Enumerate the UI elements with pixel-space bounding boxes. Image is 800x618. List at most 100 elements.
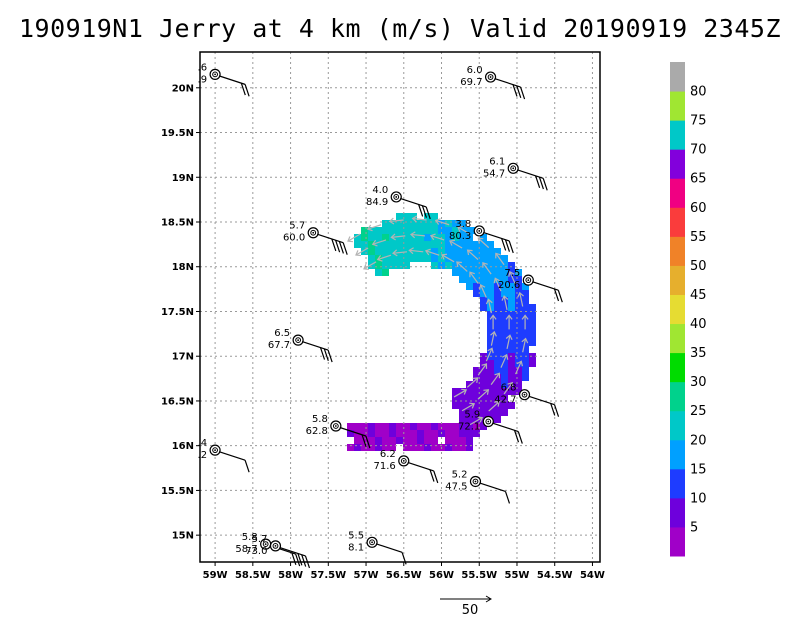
swath-cell [403, 262, 410, 269]
station: 6.567.7 [268, 328, 333, 363]
swath-cell [459, 269, 466, 276]
station-value-top: 6.2 [380, 449, 396, 460]
swath-cell [480, 262, 487, 269]
station: 3.880.3 [449, 219, 514, 254]
flow-arrow-head [366, 224, 373, 232]
swath-cell [494, 297, 501, 304]
swath-cell [375, 234, 382, 241]
station: 6.154.7 [483, 156, 548, 191]
station-value-bottom: 54.7 [483, 168, 505, 179]
colorbar-segment [670, 265, 685, 295]
swath-cell [494, 339, 501, 346]
swath-cell [473, 241, 480, 248]
flow-arrow-head [424, 248, 431, 256]
swath-cell [424, 220, 431, 227]
swath-cell [445, 262, 452, 269]
flow-arrow [503, 382, 513, 395]
swath-cell [459, 423, 466, 430]
swath-cell [466, 241, 473, 248]
wind-barb-staff [528, 395, 555, 406]
swath-cell [487, 325, 494, 332]
swath-cell [529, 332, 536, 339]
swath-cell [480, 374, 487, 381]
colorbar: 5 10 15 20 25 30 35 40 45 50 55 60 65 70 75 80 [670, 62, 707, 557]
swath-cell [508, 297, 515, 304]
station: 5.972.1 [458, 410, 523, 444]
swath-cell [375, 241, 382, 248]
wind-barb [365, 435, 371, 449]
swath-cell [529, 360, 536, 367]
flow-arrow [519, 292, 524, 307]
swath-cell [487, 318, 494, 325]
flow-arrow-head [517, 291, 524, 298]
swath-cell [354, 423, 361, 430]
x-tick-label: 58W [278, 570, 303, 581]
wind-barb-staff [339, 426, 367, 437]
station-value-top: 5.5 [348, 530, 364, 541]
swath-cell [508, 318, 515, 325]
flow-arrow-head [521, 314, 529, 320]
station-value-bottom: 71.6 [374, 461, 396, 472]
wind-barb [553, 404, 560, 417]
swath-cell [354, 444, 361, 451]
swath-cell [389, 227, 396, 234]
swath-cell [480, 241, 487, 248]
swath-cell [375, 227, 382, 234]
swath-cell [487, 360, 494, 367]
station-dot [527, 279, 530, 282]
swath-cell [522, 304, 529, 311]
wind-barb-staff [400, 197, 427, 208]
y-tick-label: 18N [172, 262, 194, 273]
y-tick-label: 20N [172, 83, 194, 94]
swath-cell [459, 276, 466, 283]
flow-arrow-head [478, 283, 486, 290]
flow-arrow [482, 262, 492, 275]
swath-cell [361, 241, 368, 248]
swath-cell [382, 262, 389, 269]
swath-cell [382, 220, 389, 227]
swath-cell [473, 367, 480, 374]
swath-cell [431, 262, 438, 269]
swath-cell [361, 248, 368, 255]
flow-arrow [466, 377, 479, 388]
station-value-bottom: 62.8 [306, 426, 328, 437]
wind-barb [244, 84, 250, 97]
swath-cell [487, 241, 494, 248]
swath-cell [494, 395, 501, 402]
swath-cell [480, 402, 487, 409]
station-ring-inner [212, 447, 218, 454]
swath-cell [508, 304, 515, 311]
wind-barb [508, 240, 514, 254]
swath-cell [501, 388, 508, 395]
station-value-top: 5.9 [464, 410, 480, 421]
swath-cell [403, 234, 410, 241]
swath-cell [466, 227, 473, 234]
swath-cell [403, 437, 410, 444]
station: .4.2 [198, 438, 250, 473]
wind-barb [512, 84, 518, 97]
swath-cell [487, 395, 494, 402]
station-value-bottom: 42.7 [494, 395, 516, 406]
swath-cell [410, 227, 417, 234]
station-ring-inner [393, 194, 400, 200]
wind-barb [240, 82, 246, 96]
flow-arrow-head [502, 353, 509, 360]
wind-barb [338, 241, 344, 254]
station-value-bottom: 47.5 [445, 481, 467, 492]
station-value-bottom: .2 [198, 450, 208, 461]
flow-arrow [515, 361, 522, 375]
swath-cell [480, 304, 487, 311]
wind-barb [319, 347, 326, 360]
station: 5.760.0 [283, 221, 348, 255]
swath-cell [375, 444, 382, 451]
flow-arrow [392, 251, 408, 254]
station-dot [487, 420, 490, 423]
swath-cell [445, 437, 452, 444]
flow-arrow [425, 250, 440, 256]
swath-cell [452, 269, 459, 276]
station-dot [478, 230, 481, 232]
wind-barb [519, 86, 526, 100]
swath-cell [459, 416, 466, 423]
swath-cell [473, 290, 480, 297]
flow-arrow-head [456, 261, 462, 268]
